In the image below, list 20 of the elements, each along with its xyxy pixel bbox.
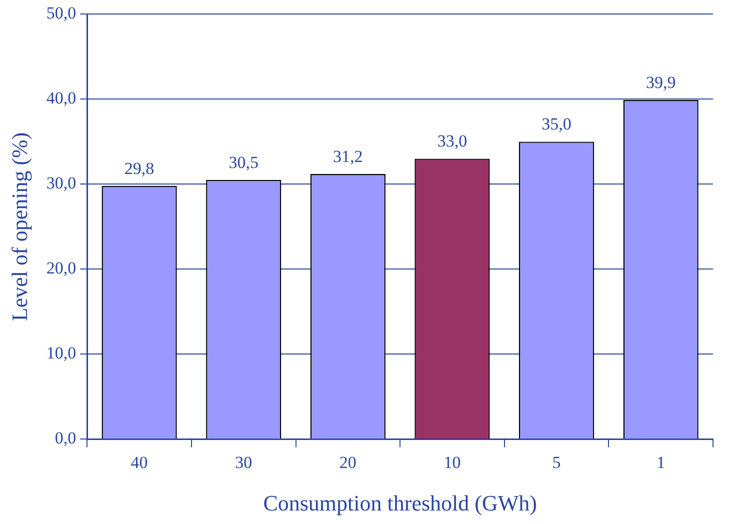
data-label: 29,8 <box>124 158 154 178</box>
data-label: 33,0 <box>437 132 468 151</box>
y-tick-label: 10,0 <box>46 344 76 363</box>
y-tick-label: 50,0 <box>46 4 76 23</box>
data-label: 39,9 <box>646 73 676 92</box>
x-tick-label: 40 <box>130 452 148 472</box>
data-label: 31,2 <box>333 146 363 166</box>
x-tick-label: 20 <box>339 452 356 472</box>
x-tick-label: 10 <box>444 452 461 472</box>
x-tick-label: 1 <box>656 452 666 472</box>
y-tick-label: 0,0 <box>54 428 76 448</box>
y-tick-label: 30,0 <box>46 174 76 193</box>
x-tick-label: 5 <box>552 452 561 472</box>
y-tick-label: 20,0 <box>46 258 76 278</box>
data-label: 30,5 <box>228 152 258 172</box>
y-axis-title: Level of opening (%) <box>6 132 32 322</box>
data-label: 35,0 <box>542 114 572 134</box>
x-axis-title: Consumption threshold (GWh) <box>263 490 537 516</box>
x-tick-label: 30 <box>235 452 252 472</box>
y-tick-label: 40,0 <box>46 88 76 108</box>
